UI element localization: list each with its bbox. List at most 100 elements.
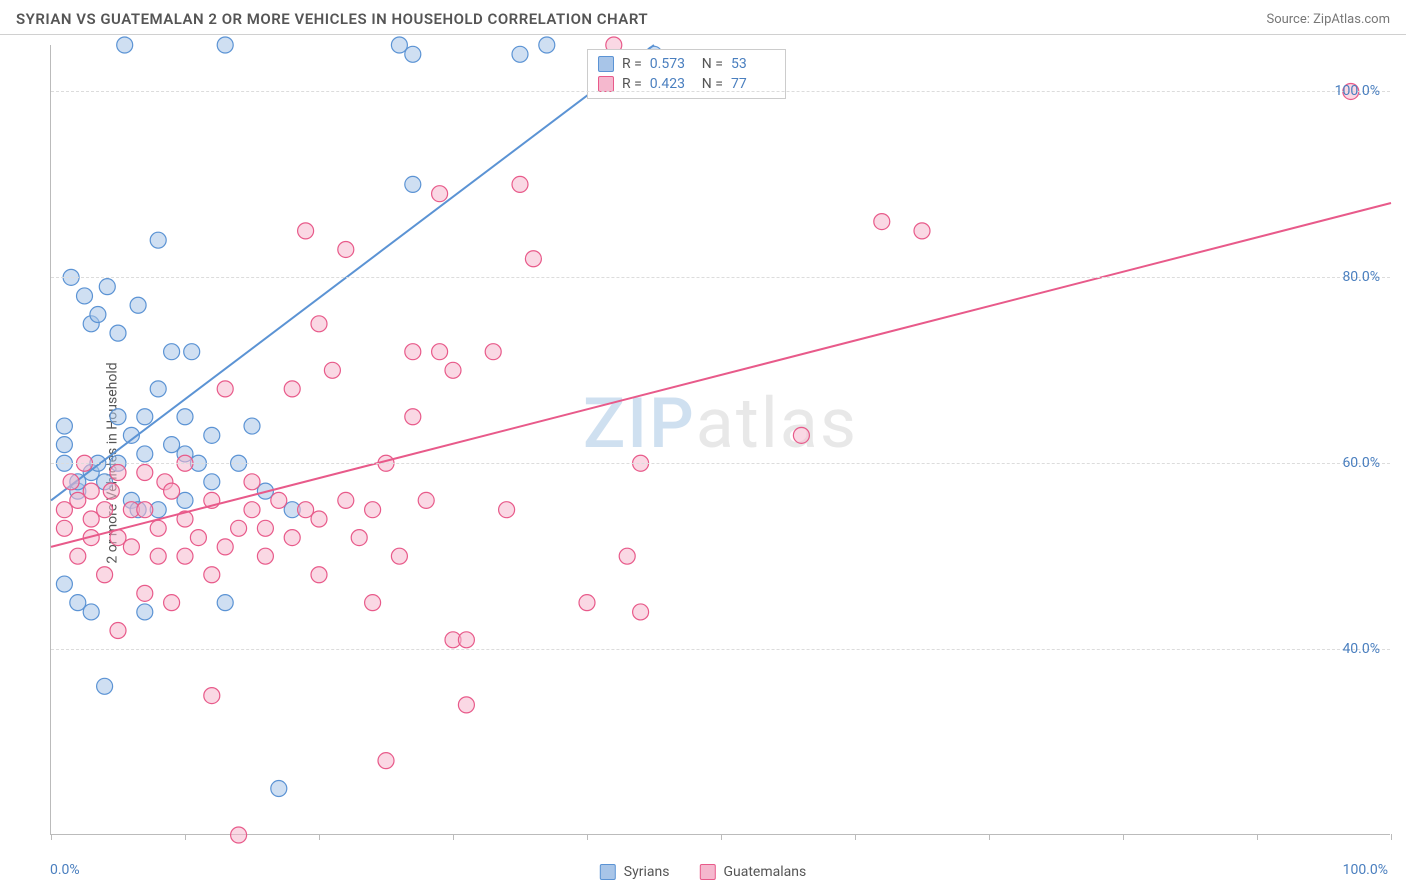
scatter-point <box>338 241 354 257</box>
x-tick <box>319 834 320 840</box>
scatter-point <box>458 697 474 713</box>
legend-swatch <box>600 864 616 880</box>
scatter-point <box>432 186 448 202</box>
chart-title: SYRIAN VS GUATEMALAN 2 OR MORE VEHICLES … <box>16 10 648 28</box>
scatter-point <box>150 548 166 564</box>
legend-swatch <box>699 864 715 880</box>
series-legend: Syrians Guatemalans <box>600 864 806 880</box>
trend-line <box>51 45 654 500</box>
scatter-point <box>257 520 273 536</box>
grid-line <box>51 649 1390 650</box>
x-axis-max-label: 100.0% <box>1343 862 1388 878</box>
scatter-point <box>97 502 113 518</box>
source-attribution: Source: ZipAtlas.com <box>1266 12 1390 27</box>
scatter-svg <box>51 45 1390 834</box>
y-tick-label: 40.0% <box>1342 641 1380 657</box>
scatter-point <box>338 492 354 508</box>
legend-n-value: 77 <box>731 76 775 92</box>
x-tick <box>989 834 990 840</box>
scatter-point <box>97 567 113 583</box>
trend-line <box>51 203 1391 547</box>
scatter-point <box>150 520 166 536</box>
scatter-point <box>217 595 233 611</box>
scatter-point <box>405 46 421 62</box>
scatter-point <box>184 344 200 360</box>
scatter-point <box>164 483 180 499</box>
scatter-point <box>445 362 461 378</box>
scatter-point <box>378 753 394 769</box>
legend-n-label: N = <box>702 76 723 92</box>
scatter-point <box>458 632 474 648</box>
legend-r-value: 0.573 <box>650 56 694 72</box>
scatter-point <box>130 297 146 313</box>
scatter-point <box>56 502 72 518</box>
scatter-point <box>204 427 220 443</box>
scatter-point <box>70 548 86 564</box>
scatter-point <box>432 344 448 360</box>
scatter-point <box>217 37 233 53</box>
scatter-point <box>83 604 99 620</box>
scatter-point <box>83 483 99 499</box>
legend-row: R =0.573N =53 <box>598 54 775 74</box>
scatter-point <box>633 604 649 620</box>
scatter-point <box>418 492 434 508</box>
legend-swatch <box>598 76 614 92</box>
scatter-point <box>244 502 260 518</box>
grid-line <box>51 91 1390 92</box>
scatter-point <box>525 251 541 267</box>
scatter-point <box>271 781 287 797</box>
scatter-point <box>70 492 86 508</box>
grid-line <box>51 277 1390 278</box>
scatter-point <box>231 827 247 843</box>
scatter-point <box>204 688 220 704</box>
scatter-point <box>83 511 99 527</box>
scatter-point <box>351 530 367 546</box>
scatter-point <box>90 307 106 323</box>
scatter-point <box>70 595 86 611</box>
scatter-point <box>217 539 233 555</box>
scatter-point <box>365 595 381 611</box>
scatter-point <box>284 381 300 397</box>
legend-r-value: 0.423 <box>650 76 694 92</box>
legend-label: Syrians <box>624 864 670 880</box>
header: SYRIAN VS GUATEMALAN 2 OR MORE VEHICLES … <box>0 0 1406 35</box>
scatter-point <box>56 520 72 536</box>
legend-n-label: N = <box>702 56 723 72</box>
x-tick <box>721 834 722 840</box>
scatter-point <box>103 483 119 499</box>
legend-item: Guatemalans <box>699 864 806 880</box>
scatter-point <box>284 530 300 546</box>
scatter-point <box>204 474 220 490</box>
scatter-point <box>391 37 407 53</box>
legend-item: Syrians <box>600 864 670 880</box>
scatter-point <box>405 409 421 425</box>
x-tick <box>855 834 856 840</box>
scatter-point <box>150 381 166 397</box>
scatter-point <box>177 548 193 564</box>
scatter-point <box>63 474 79 490</box>
scatter-point <box>123 539 139 555</box>
scatter-point <box>137 502 153 518</box>
scatter-point <box>99 279 115 295</box>
scatter-point <box>137 465 153 481</box>
scatter-point <box>110 623 126 639</box>
scatter-point <box>97 678 113 694</box>
legend-label: Guatemalans <box>723 864 806 880</box>
legend-r-label: R = <box>622 76 642 92</box>
scatter-point <box>619 548 635 564</box>
scatter-point <box>298 502 314 518</box>
scatter-point <box>217 381 233 397</box>
x-tick <box>51 834 52 840</box>
scatter-point <box>298 223 314 239</box>
scatter-point <box>164 344 180 360</box>
scatter-point <box>204 567 220 583</box>
x-tick <box>587 834 588 840</box>
x-axis-min-label: 0.0% <box>50 862 80 878</box>
scatter-point <box>244 418 260 434</box>
scatter-point <box>391 548 407 564</box>
scatter-point <box>177 492 193 508</box>
scatter-point <box>110 325 126 341</box>
scatter-point <box>485 344 501 360</box>
legend-swatch <box>598 56 614 72</box>
scatter-point <box>244 474 260 490</box>
